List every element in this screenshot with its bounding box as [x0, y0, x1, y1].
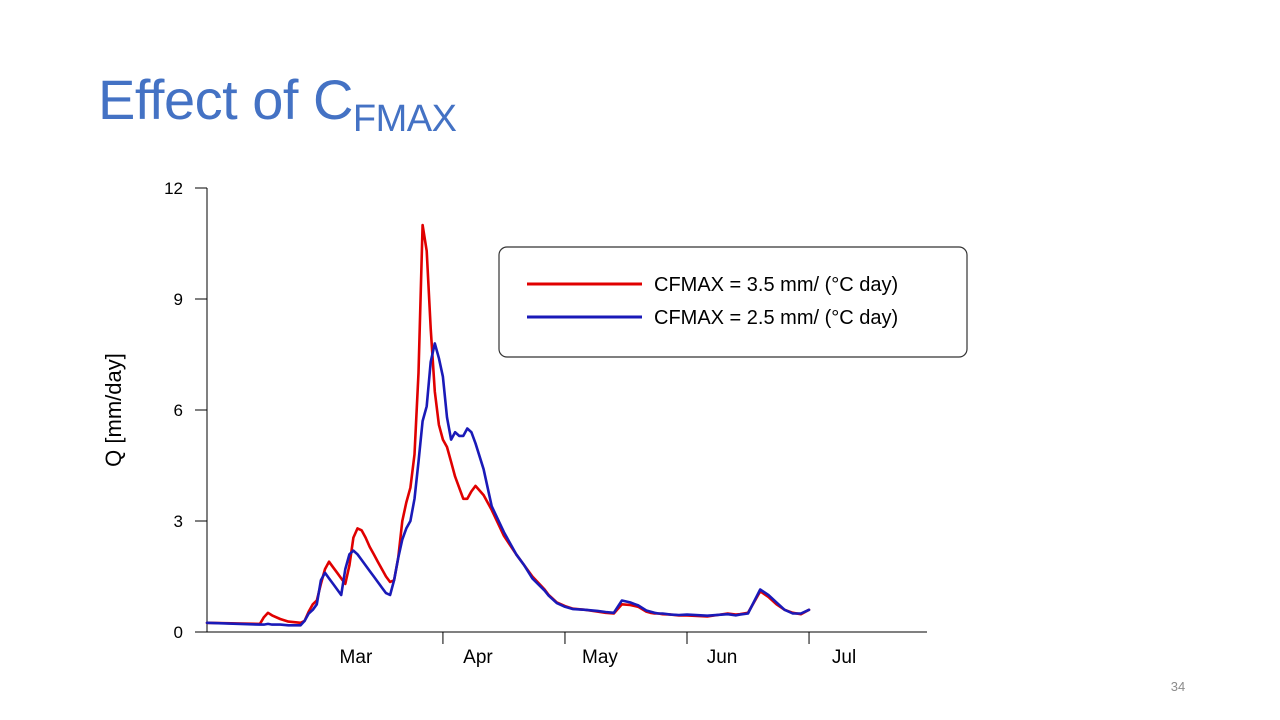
- x-tick-label: Mar: [340, 647, 373, 668]
- slide-title-main: Effect of C: [98, 68, 353, 131]
- y-tick-label: 3: [174, 512, 183, 531]
- x-tick-label: May: [582, 647, 618, 668]
- slide-title-subscript: FMAX: [352, 98, 457, 140]
- slide-number: 34: [1170, 679, 1186, 694]
- x-tick-label: Apr: [463, 647, 493, 668]
- legend-label-1: CFMAX = 3.5 mm/ (°C day): [654, 274, 898, 296]
- legend-label-2: CFMAX = 2.5 mm/ (°C day): [654, 307, 898, 329]
- y-tick-label: 0: [174, 623, 183, 642]
- y-tick-label: 6: [174, 401, 183, 420]
- x-tick-label: Jun: [707, 647, 738, 668]
- y-axis-label: Q [mm/day]: [101, 353, 126, 467]
- legend-box: [498, 246, 968, 358]
- y-axis: 0 3 6 9 12: [164, 179, 208, 642]
- slide-title: Effect of CFMAX: [98, 72, 457, 139]
- x-tick-label: Jul: [832, 647, 856, 668]
- series-line-2: [205, 342, 811, 627]
- series-lines: [205, 223, 811, 627]
- y-tick-label: 9: [174, 290, 183, 309]
- legend: CFMAX = 3.5 mm/ (°C day) CFMAX = 2.5 mm/ …: [498, 246, 968, 358]
- y-tick-label: 12: [164, 179, 183, 198]
- x-axis: Mar Apr May Jun Jul: [207, 631, 927, 668]
